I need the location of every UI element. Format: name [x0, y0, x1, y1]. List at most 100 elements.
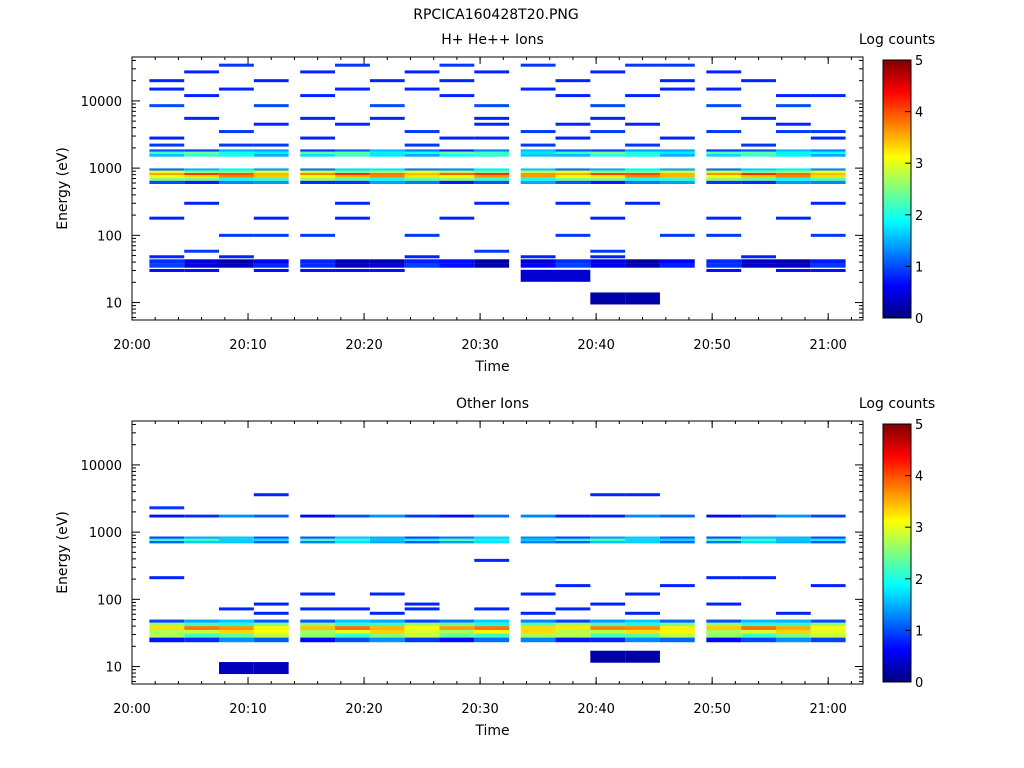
band-cell	[184, 168, 220, 171]
count-cell	[520, 611, 556, 615]
count-cell	[253, 268, 289, 272]
count-cell	[335, 268, 370, 272]
band-cell	[625, 177, 660, 181]
count-cell	[810, 584, 846, 588]
count-cell	[775, 122, 811, 126]
count-cell	[300, 94, 336, 98]
count-cell	[474, 136, 510, 140]
band-cell	[741, 536, 776, 539]
band-cell	[810, 538, 846, 541]
band-cell	[659, 626, 695, 630]
band-cell	[439, 149, 475, 152]
band-cell	[184, 637, 220, 643]
band-cell	[775, 626, 811, 630]
band-cell	[810, 151, 846, 155]
count-cell	[219, 662, 254, 675]
y-tick-label: 10000	[81, 95, 122, 110]
band-cell	[404, 177, 440, 181]
band-cell	[520, 514, 556, 518]
band-cell	[404, 637, 440, 643]
count-cell	[149, 268, 185, 272]
band-cell	[625, 168, 660, 171]
band-cell	[369, 149, 405, 152]
count-cell	[625, 122, 660, 126]
count-cell	[184, 249, 220, 253]
band-cell	[741, 172, 776, 176]
band-cell	[335, 629, 370, 634]
count-cell	[369, 104, 405, 108]
band-cell	[184, 151, 220, 155]
count-cell	[219, 63, 254, 67]
band-cell	[706, 622, 742, 627]
band-cell	[184, 149, 220, 152]
band-cell	[706, 175, 742, 178]
count-cell	[184, 201, 220, 205]
band-cell	[219, 149, 254, 152]
count-cell	[474, 70, 510, 74]
band-cell	[706, 180, 742, 185]
band-cell	[810, 259, 846, 264]
band-cell	[149, 172, 185, 176]
x-tick-label: 20:40	[577, 702, 614, 717]
band-cell	[775, 263, 811, 268]
count-cell	[659, 79, 695, 83]
band-cell	[404, 259, 440, 264]
band-cell	[439, 172, 475, 176]
band-cell	[520, 177, 556, 181]
band-cell	[369, 538, 405, 541]
count-cell	[555, 584, 591, 588]
count-cell	[404, 87, 440, 91]
band-cell	[775, 538, 811, 541]
count-cell	[520, 130, 556, 134]
band-cell	[520, 629, 556, 634]
band-cell	[706, 172, 742, 176]
band-cell	[184, 619, 220, 623]
band-cell	[253, 154, 289, 157]
count-cell	[219, 130, 254, 134]
band-cell	[253, 175, 289, 178]
count-cell	[659, 584, 695, 588]
figure-title: RPCICA160428T20.PNG	[413, 7, 578, 23]
band-cell	[369, 172, 405, 176]
band-cell	[219, 536, 254, 539]
band-cell	[149, 154, 185, 157]
count-cell	[590, 292, 626, 305]
band-cell	[404, 619, 440, 623]
band-cell	[775, 514, 811, 518]
band-cell	[300, 259, 336, 264]
band-cell	[335, 263, 370, 268]
count-cell	[439, 63, 475, 67]
band-cell	[590, 154, 626, 157]
band-cell	[741, 168, 776, 171]
band-cell	[741, 538, 776, 541]
band-cell	[149, 633, 185, 638]
x-tick-label: 20:10	[229, 338, 266, 353]
band-cell	[590, 168, 626, 171]
count-cell	[590, 116, 626, 120]
count-cell	[659, 233, 695, 237]
band-cell	[369, 619, 405, 623]
count-cell	[253, 143, 289, 147]
band-cell	[520, 536, 556, 539]
band-cell	[555, 154, 591, 157]
band-cell	[335, 622, 370, 627]
band-cell	[253, 629, 289, 634]
band-cell	[369, 514, 405, 518]
band-cell	[184, 170, 220, 173]
count-cell	[555, 607, 591, 611]
count-cell	[590, 70, 626, 74]
band-cell	[404, 540, 440, 544]
band-cell	[741, 263, 776, 268]
band-cell	[369, 151, 405, 155]
band-cell	[555, 619, 591, 623]
band-cell	[369, 180, 405, 185]
band-cell	[474, 514, 510, 518]
band-cell	[253, 633, 289, 638]
band-cell	[775, 154, 811, 157]
band-cell	[775, 172, 811, 176]
band-cell	[555, 629, 591, 634]
count-cell	[335, 87, 370, 91]
band-cell	[555, 540, 591, 544]
band-cell	[439, 263, 475, 268]
count-cell	[149, 87, 185, 91]
